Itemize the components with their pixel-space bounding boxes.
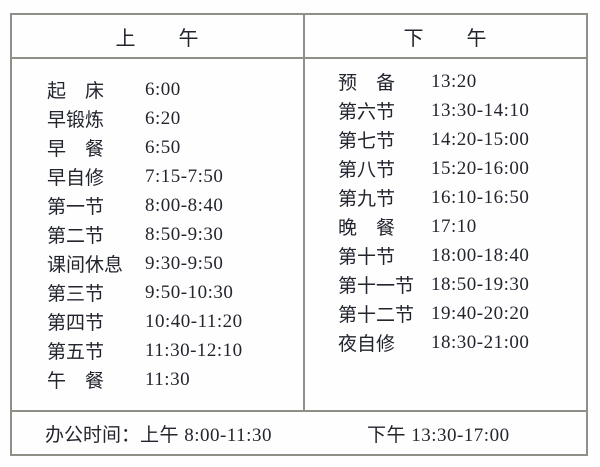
- schedule-row: 第七节 14:20-15:00: [338, 125, 586, 154]
- time-value: 17:10: [431, 215, 477, 237]
- office-hours-afternoon: 下午 13:30-17:00: [366, 424, 510, 446]
- activity-label: 第十二节: [338, 305, 415, 326]
- activity-label: 第一节: [47, 197, 105, 218]
- schedule-row: 课间休息 9:30-9:50: [47, 249, 303, 278]
- time-value: 10:40-11:20: [145, 310, 243, 332]
- activity-label: 早锻炼: [47, 110, 105, 131]
- schedule-row: 晚 餐 17:10: [338, 212, 586, 241]
- time-value: 15:20-16:00: [431, 157, 530, 179]
- activity-label: 第二节: [47, 226, 105, 247]
- morning-column-header: 上 午: [12, 15, 305, 57]
- activity-label: 第三节: [47, 284, 105, 305]
- schedule-row: 第二节 8:50-9:30: [47, 220, 303, 249]
- schedule-row: 早锻炼 6:20: [47, 104, 303, 133]
- table-body: 起 床 6:00 早锻炼 6:20 早 餐 6:50 早自修 7:15-7:50 第一节 8:00…: [12, 59, 586, 410]
- time-value: 9:30-9:50: [145, 252, 224, 274]
- time-value: 11:30-12:10: [145, 339, 243, 361]
- schedule-table: 上 午 下 午 起 床 6:00 早锻炼 6:20 早 餐 6:50 早自修 7:15-7:5…: [10, 13, 588, 456]
- activity-label: 第九节: [338, 189, 396, 210]
- activity-label: 夜自修: [338, 334, 396, 355]
- schedule-row: 午 餐 11:30: [47, 365, 303, 394]
- afternoon-column-header: 下 午: [403, 27, 488, 50]
- schedule-row: 第一节 8:00-8:40: [47, 191, 303, 220]
- time-value: 18:00-18:40: [431, 244, 530, 266]
- activity-label: 第十节: [338, 247, 396, 268]
- table-header-row: 上 午 下 午: [12, 15, 586, 59]
- time-value: 8:50-9:30: [145, 223, 224, 245]
- time-value: 18:30-21:00: [431, 331, 530, 353]
- activity-label: 午 餐: [47, 371, 105, 392]
- morning-column: 起 床 6:00 早锻炼 6:20 早 餐 6:50 早自修 7:15-7:50 第一节 8:00…: [12, 59, 305, 410]
- activity-label: 第四节: [47, 313, 105, 334]
- time-value: 7:15-7:50: [145, 165, 224, 187]
- schedule-row: 第八节 15:20-16:00: [338, 154, 586, 183]
- schedule-row: 第六节 13:30-14:10: [338, 96, 586, 125]
- time-value: 13:30-14:10: [431, 99, 530, 121]
- time-value: 16:10-16:50: [431, 186, 530, 208]
- activity-label: 第八节: [338, 160, 396, 181]
- schedule-row: 早 餐 6:50: [47, 133, 303, 162]
- schedule-row: 第十二节 19:40-20:20: [338, 299, 586, 328]
- time-value: 6:50: [145, 136, 181, 158]
- activity-label: 第六节: [338, 102, 396, 123]
- activity-label: 起 床: [47, 81, 105, 102]
- time-value: 9:50-10:30: [145, 281, 234, 303]
- activity-label: 第五节: [47, 342, 105, 363]
- activity-label: 课间休息: [47, 255, 124, 276]
- schedule-row: 第四节 10:40-11:20: [47, 307, 303, 336]
- activity-label: 早自修: [47, 168, 105, 189]
- schedule-row: 第三节 9:50-10:30: [47, 278, 303, 307]
- activity-label: 早 餐: [47, 139, 105, 160]
- schedule-row: 第五节 11:30-12:10: [47, 336, 303, 365]
- time-value: 11:30: [145, 368, 191, 390]
- schedule-row: 预 备 13:20: [338, 67, 586, 96]
- schedule-row: 夜自修 18:30-21:00: [338, 328, 586, 357]
- time-value: 8:00-8:40: [145, 194, 224, 216]
- office-hours-morning: 上午 8:00-11:30: [140, 424, 272, 446]
- time-value: 6:00: [145, 78, 181, 100]
- afternoon-column: 预 备 13:20 第六节 13:30-14:10 第七节 14:20-15:00 第八节 1…: [305, 59, 586, 410]
- activity-label: 晚 餐: [338, 218, 396, 239]
- office-hours-label: 办公时间：: [45, 424, 141, 446]
- schedule-row: 第九节 16:10-16:50: [338, 183, 586, 212]
- office-hours-row: 办公时间： 上午 8:00-11:30 下午 13:30-17:00: [12, 410, 586, 454]
- schedule-row: 第十节 18:00-18:40: [338, 241, 586, 270]
- schedule-row: 起 床 6:00: [47, 75, 303, 104]
- time-value: 13:20: [431, 70, 477, 92]
- schedule-row: 早自修 7:15-7:50: [47, 162, 303, 191]
- activity-label: 预 备: [338, 73, 396, 94]
- activity-label: 第七节: [338, 131, 396, 152]
- activity-label: 第十一节: [338, 276, 415, 297]
- time-value: 19:40-20:20: [431, 302, 530, 324]
- time-value: 18:50-19:30: [431, 273, 530, 295]
- time-value: 14:20-15:00: [431, 128, 530, 150]
- schedule-row: 第十一节 18:50-19:30: [338, 270, 586, 299]
- time-value: 6:20: [145, 107, 181, 129]
